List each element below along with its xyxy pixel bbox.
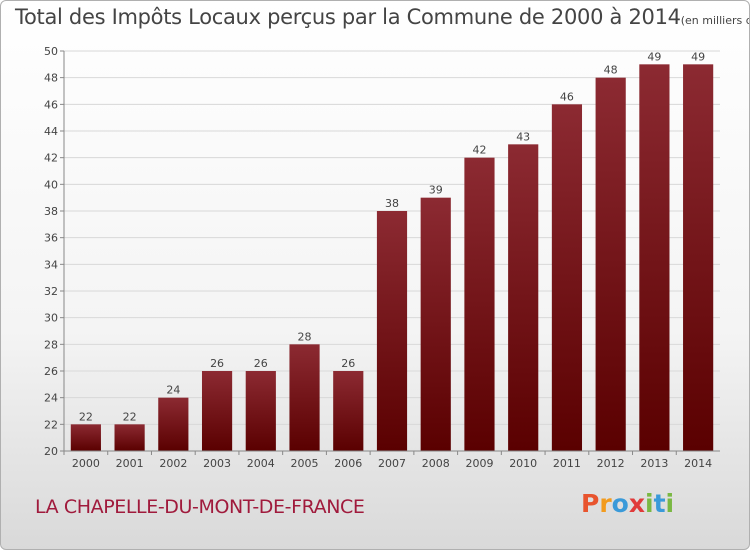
bar-value-label: 48 <box>604 64 618 77</box>
bars <box>70 64 714 452</box>
y-tick-label: 32 <box>44 285 58 298</box>
bar-value-label: 24 <box>166 384 180 397</box>
y-tick-label: 36 <box>44 232 58 245</box>
bar <box>508 144 539 452</box>
bar <box>289 344 320 451</box>
logo-letter: o <box>611 489 629 518</box>
y-tick-label: 46 <box>44 98 58 111</box>
logo-letter: i <box>645 489 654 518</box>
y-tick-label: 38 <box>44 205 58 218</box>
logo-letter: i <box>665 489 675 518</box>
bar-value-label: 46 <box>560 90 574 103</box>
x-tick-label: 2014 <box>684 457 712 470</box>
title-text: Total des Impôts Locaux perçus par la Co… <box>15 5 681 29</box>
y-tick-label: 50 <box>44 45 58 58</box>
y-tick-label: 28 <box>44 338 58 351</box>
bar <box>158 397 189 451</box>
logo-letter: x <box>628 489 645 518</box>
bar <box>114 424 145 451</box>
bar-value-label: 38 <box>385 197 399 210</box>
x-tick-label: 2006 <box>334 457 362 470</box>
bar-value-label: 39 <box>429 184 443 197</box>
proxiti-logo: Proxiti <box>581 489 674 518</box>
bar-value-label: 22 <box>79 410 93 423</box>
bar-value-label: 49 <box>691 50 705 63</box>
bar <box>551 104 583 451</box>
commune-name: LA CHAPELLE-DU-MONT-DE-FRANCE <box>35 496 365 518</box>
logo-letter: t <box>653 489 666 518</box>
x-tick-label: 2002 <box>159 457 187 470</box>
bar <box>70 424 101 451</box>
x-tick-label: 2012 <box>597 457 625 470</box>
x-tick-label: 2008 <box>422 457 450 470</box>
y-tick-label: 26 <box>44 365 58 378</box>
logo-letter: r <box>599 489 612 518</box>
x-tick-label: 2013 <box>640 457 668 470</box>
bar-value-label: 43 <box>516 130 530 143</box>
x-tick-label: 2003 <box>203 457 231 470</box>
x-tick-label: 2007 <box>378 457 406 470</box>
x-tick-label: 2004 <box>247 457 275 470</box>
bar <box>595 77 626 452</box>
unit-note: (en milliers d'€) <box>680 14 749 27</box>
bar <box>245 371 276 451</box>
bar-value-label: 26 <box>210 357 224 370</box>
bar <box>376 211 408 451</box>
bar <box>464 157 495 451</box>
bar <box>201 371 233 451</box>
labels: 20 22 24 26 28 30 32 34 36 38 40 42 44 46 48 50 22 2000 22… <box>44 45 712 470</box>
bar-value-label: 26 <box>341 357 355 370</box>
x-tick-label: 2011 <box>553 457 581 470</box>
bar <box>333 371 364 451</box>
y-tick-label: 42 <box>44 152 58 165</box>
bar <box>420 197 451 451</box>
y-tick-label: 30 <box>44 312 58 325</box>
bar <box>683 64 714 452</box>
x-tick-label: 2009 <box>465 457 493 470</box>
bar-value-label: 26 <box>254 357 268 370</box>
bar-value-label: 28 <box>298 330 312 343</box>
axes <box>60 50 720 455</box>
x-tick-label: 2005 <box>291 457 319 470</box>
bar-value-label: 42 <box>472 144 486 157</box>
y-tick-label: 48 <box>44 72 58 85</box>
y-tick-label: 40 <box>44 178 58 191</box>
x-tick-label: 2001 <box>116 457 144 470</box>
y-tick-label: 22 <box>44 418 58 431</box>
bar <box>639 64 670 452</box>
y-tick-label: 34 <box>44 258 58 271</box>
logo-letter: P <box>581 489 600 518</box>
chart-title: Total des Impôts Locaux perçus par la Co… <box>15 5 749 29</box>
x-tick-label: 2000 <box>72 457 100 470</box>
x-tick-label: 2010 <box>509 457 537 470</box>
bar-value-label: 22 <box>123 410 137 423</box>
y-tick-label: 44 <box>44 125 58 138</box>
y-tick-label: 20 <box>44 445 58 458</box>
bar-value-label: 49 <box>647 50 661 63</box>
y-tick-label: 24 <box>44 392 58 405</box>
